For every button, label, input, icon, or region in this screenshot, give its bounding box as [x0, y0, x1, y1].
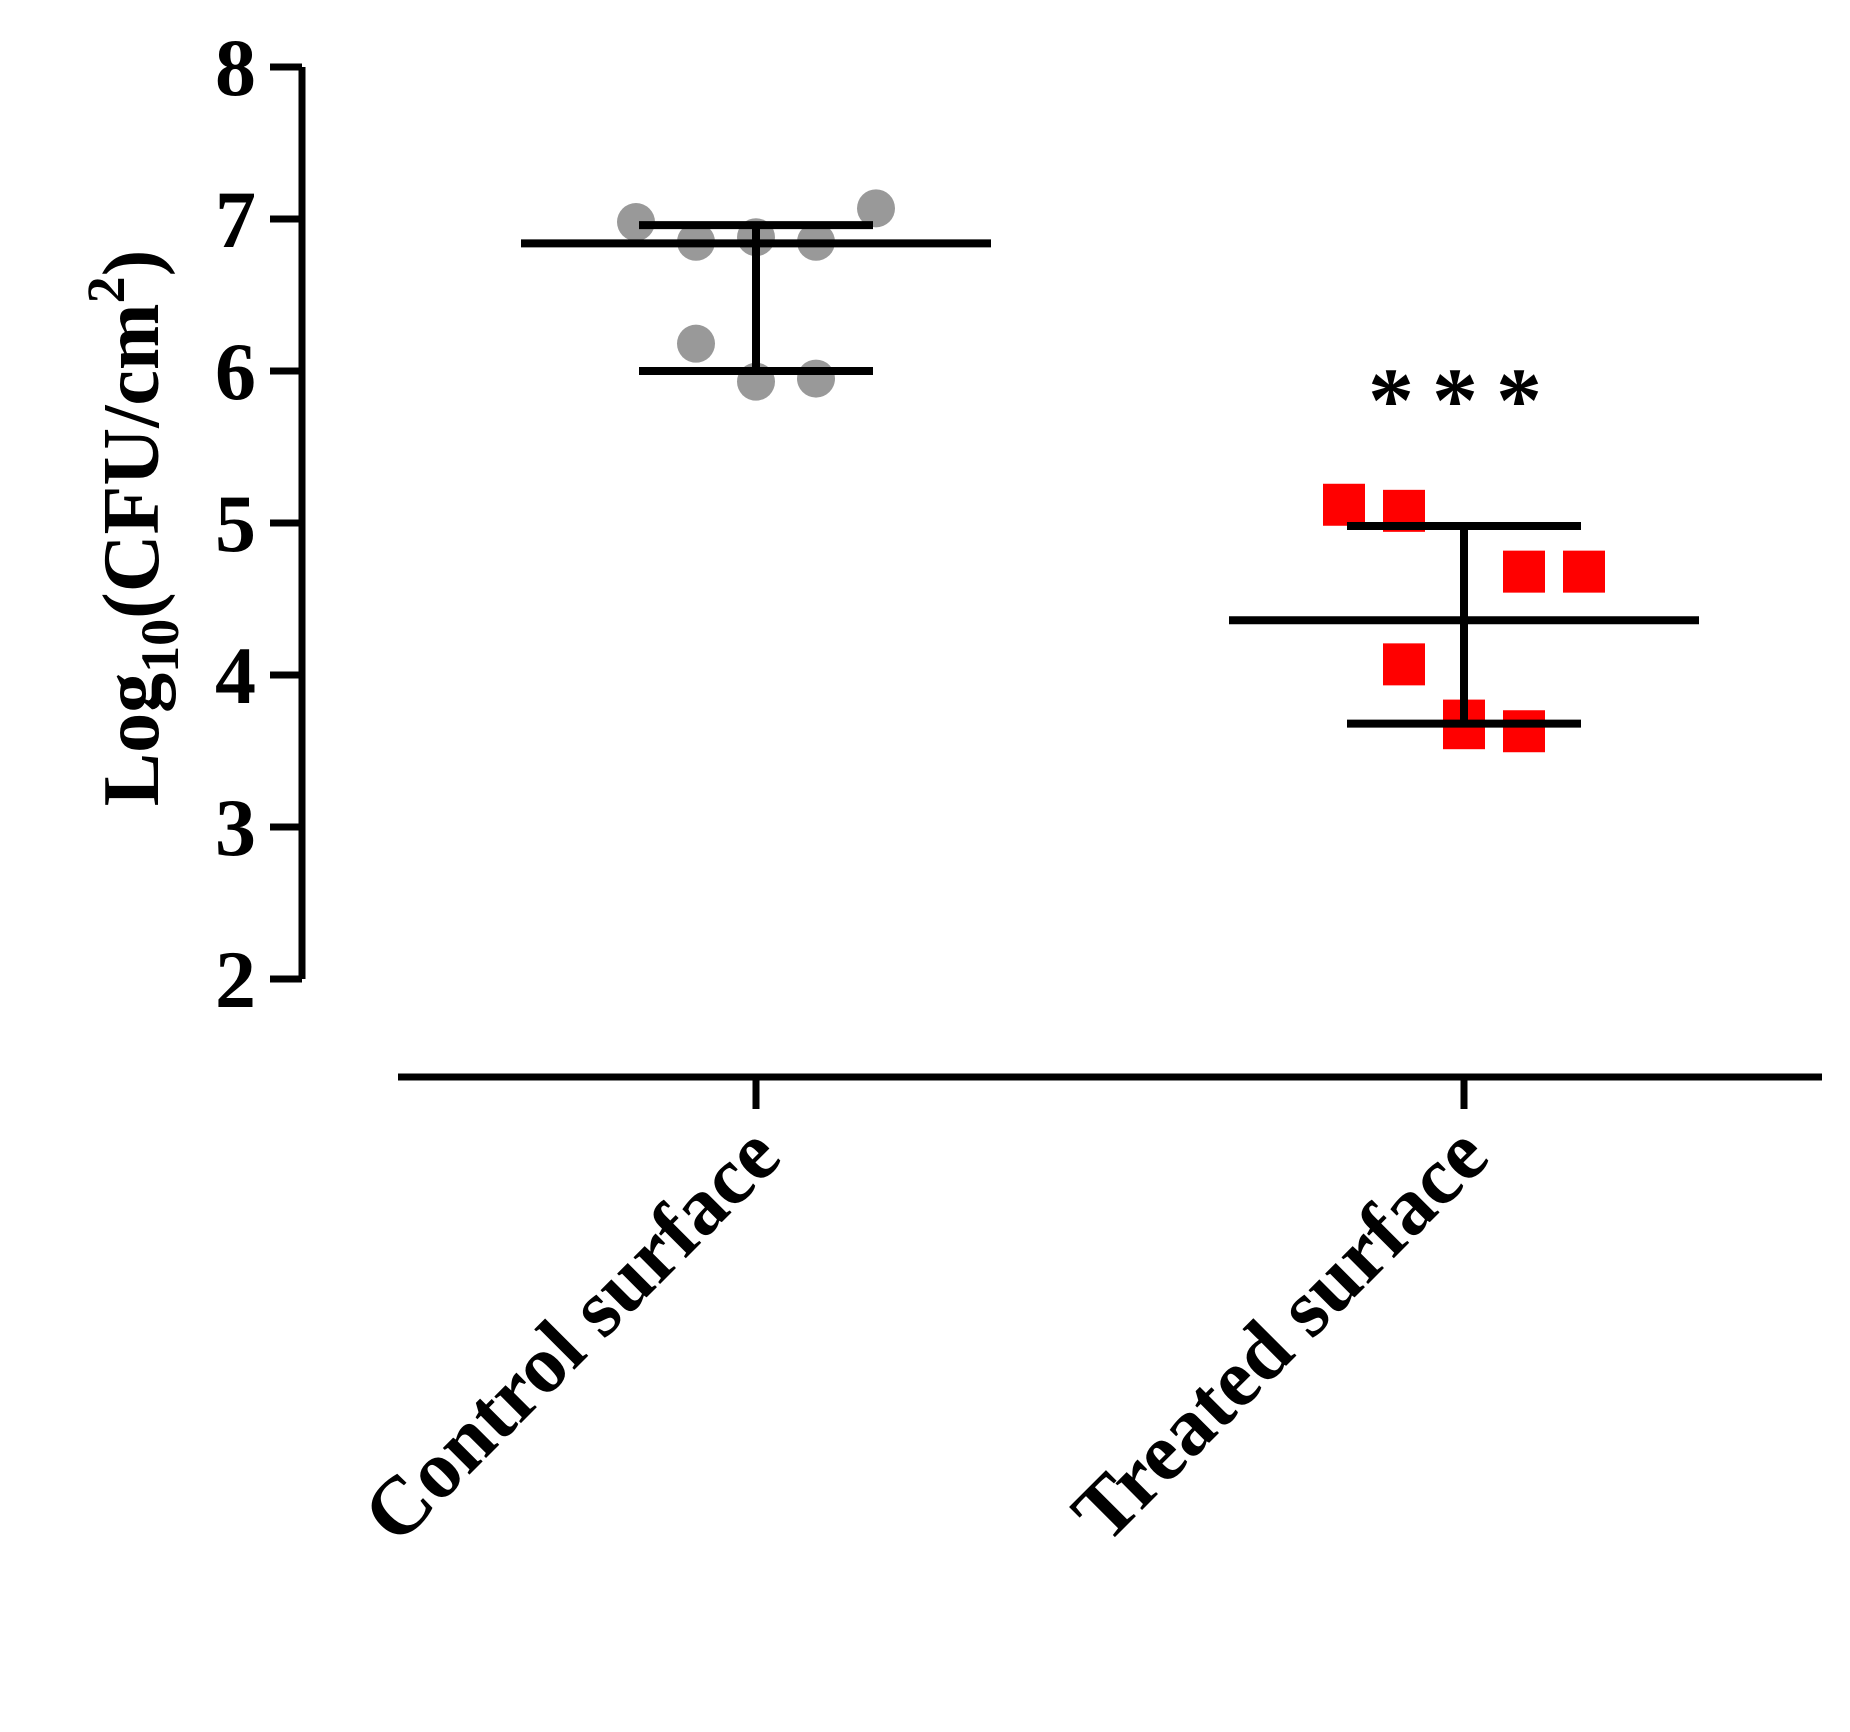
- y-axis-title-prefix: Log: [88, 673, 176, 806]
- y-tick-label: 8: [215, 22, 256, 113]
- y-tick-label: 3: [215, 782, 256, 873]
- y-axis-title-superscript: 2: [76, 276, 136, 303]
- data-point: [1383, 643, 1425, 686]
- data-point: [1503, 550, 1545, 593]
- y-axis-ticks: 2 3 4 5 6 7 8: [215, 22, 302, 1025]
- y-tick-label: 6: [215, 326, 256, 417]
- y-tick-label: 4: [215, 630, 256, 721]
- y-axis-title-subscript: 10: [130, 619, 190, 673]
- data-point: [1323, 483, 1365, 526]
- significance-marker: ***: [1368, 349, 1560, 451]
- data-points: [617, 189, 1605, 753]
- data-point: [677, 324, 715, 363]
- y-axis-title: Log10(CFU/cm2): [76, 250, 190, 806]
- data-point: [1503, 710, 1545, 753]
- data-point: [617, 203, 655, 242]
- y-tick-label: 7: [215, 174, 256, 265]
- x-axis-ticks: Control surface Treated surface: [345, 1077, 1505, 1560]
- y-tick-label: 2: [215, 934, 256, 1025]
- y-axis-title-mid: (CFU/cm: [88, 303, 176, 618]
- y-axis-title-suffix: ): [88, 250, 176, 277]
- y-tick-label: 5: [215, 478, 256, 569]
- significance-annotations: ***: [1368, 349, 1560, 451]
- x-tick-label: Treated surface: [1054, 1108, 1504, 1558]
- data-point: [857, 189, 895, 228]
- data-point: [1563, 550, 1605, 593]
- x-tick-label: Control surface: [345, 1108, 796, 1559]
- mean-and-error-bars: [521, 221, 1699, 728]
- data-point: [797, 359, 835, 398]
